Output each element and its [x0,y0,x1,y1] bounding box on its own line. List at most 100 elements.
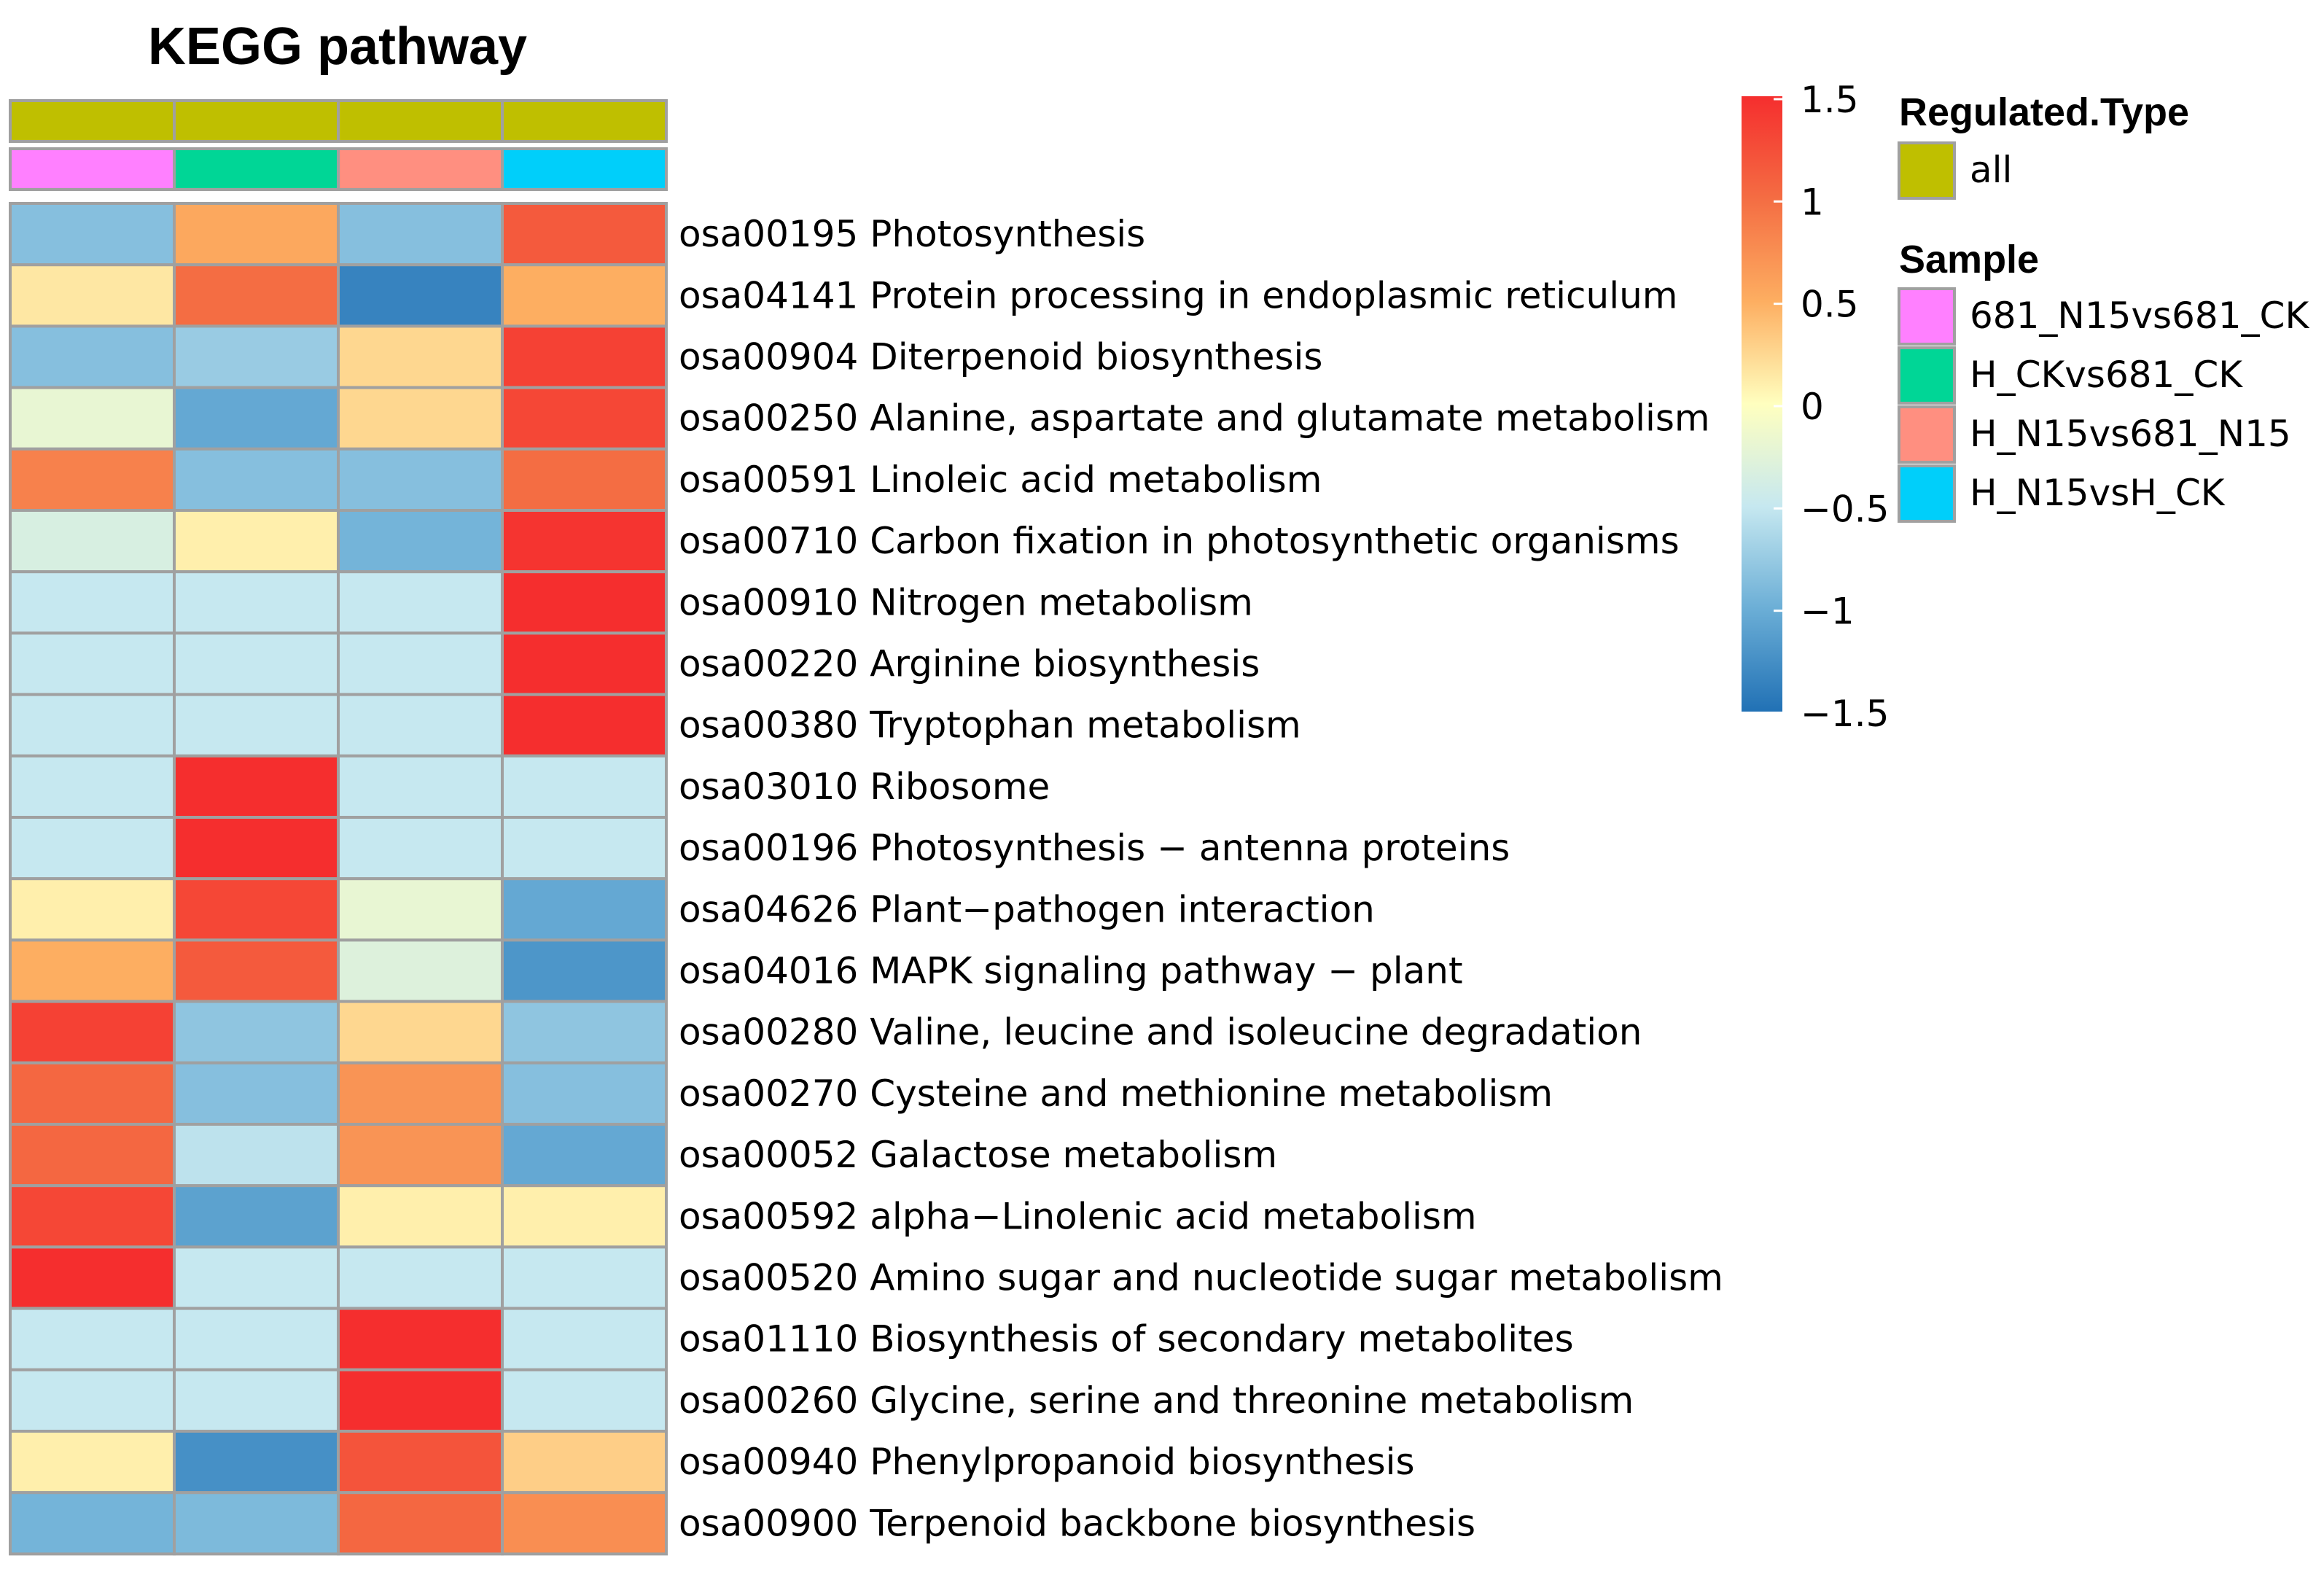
heatmap-cell [501,1307,668,1371]
heatmap-cell [501,447,668,512]
heatmap-cell [501,324,668,389]
sample-annotation-cell [173,147,340,191]
row-label: osa00592 alpha−Linolenic acid metabolism [679,1195,1477,1237]
row-label: osa00195 Photosynthesis [679,213,1145,255]
heatmap-cell [337,877,504,942]
row-label: osa03010 Ribosome [679,766,1050,808]
regulated-type-cell [9,99,176,143]
color-scale-tick-label: −1 [1801,591,1855,633]
row-label: osa00270 Cysteine and methionine metabol… [679,1072,1553,1115]
row-label: osa00591 Linoleic acid metabolism [679,459,1322,501]
row-label: osa00280 Valine, leucine and isoleucine … [679,1011,1642,1054]
heatmap-cell [337,1245,504,1310]
heatmap-cell [173,447,340,512]
heatmap-cell [173,324,340,389]
heatmap-cell [337,570,504,635]
heatmap-cell [9,1307,176,1371]
sample-legend-swatch [1898,346,1956,405]
heatmap-cell [173,1123,340,1188]
row-label: osa00250 Alanine, aspartate and glutamat… [679,397,1710,440]
heatmap-cell [337,631,504,696]
sample-legend-title: Sample [1899,238,2039,281]
heatmap-cell [173,263,340,328]
heatmap-cell [9,816,176,881]
row-labels: osa00195 Photosynthesis osa04141 Protein … [679,213,1723,1544]
heatmap-cell [173,754,340,819]
sample-legend-swatch [1898,464,1956,523]
sample-annotation-bar [9,147,668,191]
sample-annotation-cell [501,147,668,191]
heatmap-cell [9,324,176,389]
heatmap-cell [501,1430,668,1495]
row-label: osa00220 Arginine biosynthesis [679,643,1260,685]
regulated-type-legend-title: Regulated.Type [1899,90,2189,134]
row-label: osa00380 Tryptophan metabolism [679,704,1301,747]
row-label: osa00710 Carbon fixation in photosynthet… [679,520,1680,562]
heatmap-cell [173,877,340,942]
heatmap-cell [173,1491,340,1556]
heatmap-cell [337,202,504,267]
row-label: osa00052 Galactose metabolism [679,1134,1277,1176]
color-scale-tick-label: 1.5 [1801,79,1859,121]
row-label: osa00900 Terpenoid backbone biosynthesis [679,1502,1475,1544]
heatmap-cell [9,877,176,942]
heatmap-cell [9,1430,176,1495]
heatmap-cell [9,1184,176,1249]
row-label: osa04626 Plant−pathogen interaction [679,888,1375,930]
heatmap-cell [337,386,504,451]
heatmap-cell [337,754,504,819]
sample-annotation-cell [9,147,176,191]
row-label: osa01110 Biosynthesis of secondary metab… [679,1318,1574,1360]
heatmap-cell [501,631,668,696]
heatmap-cell [173,693,340,758]
row-label: osa00196 Photosynthesis − antenna protei… [679,827,1510,869]
row-label: osa00910 Nitrogen metabolism [679,581,1253,623]
heatmap-cell [173,631,340,696]
heatmap-cell [173,570,340,635]
heatmap-cell [173,1307,340,1371]
heatmap-cell [337,1368,504,1433]
heatmap-cell [501,877,668,942]
heatmap-cell [501,570,668,635]
heatmap-cell [173,1184,340,1249]
heatmap-cell [337,1123,504,1188]
color-scale-tick-label: 1 [1801,181,1824,223]
heatmap-cell [9,386,176,451]
sample-legend-label: H_CKvs681_CK [1970,354,2243,396]
heatmap-cell [337,324,504,389]
heatmap-cell [337,447,504,512]
row-label: osa00904 Diterpenoid biosynthesis [679,336,1322,378]
row-label: osa04016 MAPK signaling pathway − plant [679,950,1463,992]
heatmap-cell [337,1061,504,1126]
heatmap-cell [501,263,668,328]
heatmap-cell [9,631,176,696]
heatmap-cell [501,1368,668,1433]
heatmap-cell [9,263,176,328]
heatmap-cell [9,693,176,758]
heatmap-cell [501,1184,668,1249]
heatmap-cell [337,1184,504,1249]
heatmap-cell [173,938,340,1003]
regulated-type-legend-label: all [1970,149,2012,191]
heatmap-cell [173,1000,340,1064]
heatmap-cell [9,1245,176,1310]
heatmap-cell [173,386,340,451]
color-scale-tick-label: 0.5 [1801,284,1859,326]
heatmap-cell [173,1061,340,1126]
color-scale-legend: 1.5 1 0.5 0 −0.5 −1 −1.5 [1742,79,1889,735]
heatmap-cell [9,1123,176,1188]
regulated-type-cell [337,99,504,143]
heatmap-cell [501,1061,668,1126]
sample-legend-label: H_N15vsH_CK [1970,472,2226,514]
heatmap-cell [173,1368,340,1433]
heatmap-cell [337,693,504,758]
heatmap-cell [501,509,668,574]
regulated-type-legend-swatch [1898,141,1956,200]
row-label: osa00940 Phenylpropanoid biosynthesis [679,1441,1415,1483]
heatmap-cells [9,202,668,1556]
color-scale-tick-label: −0.5 [1801,488,1889,530]
heatmap-cell [9,754,176,819]
sample-legend-swatch [1898,405,1956,464]
heatmap-cell [337,1000,504,1064]
sample-annotation-cell [337,147,504,191]
